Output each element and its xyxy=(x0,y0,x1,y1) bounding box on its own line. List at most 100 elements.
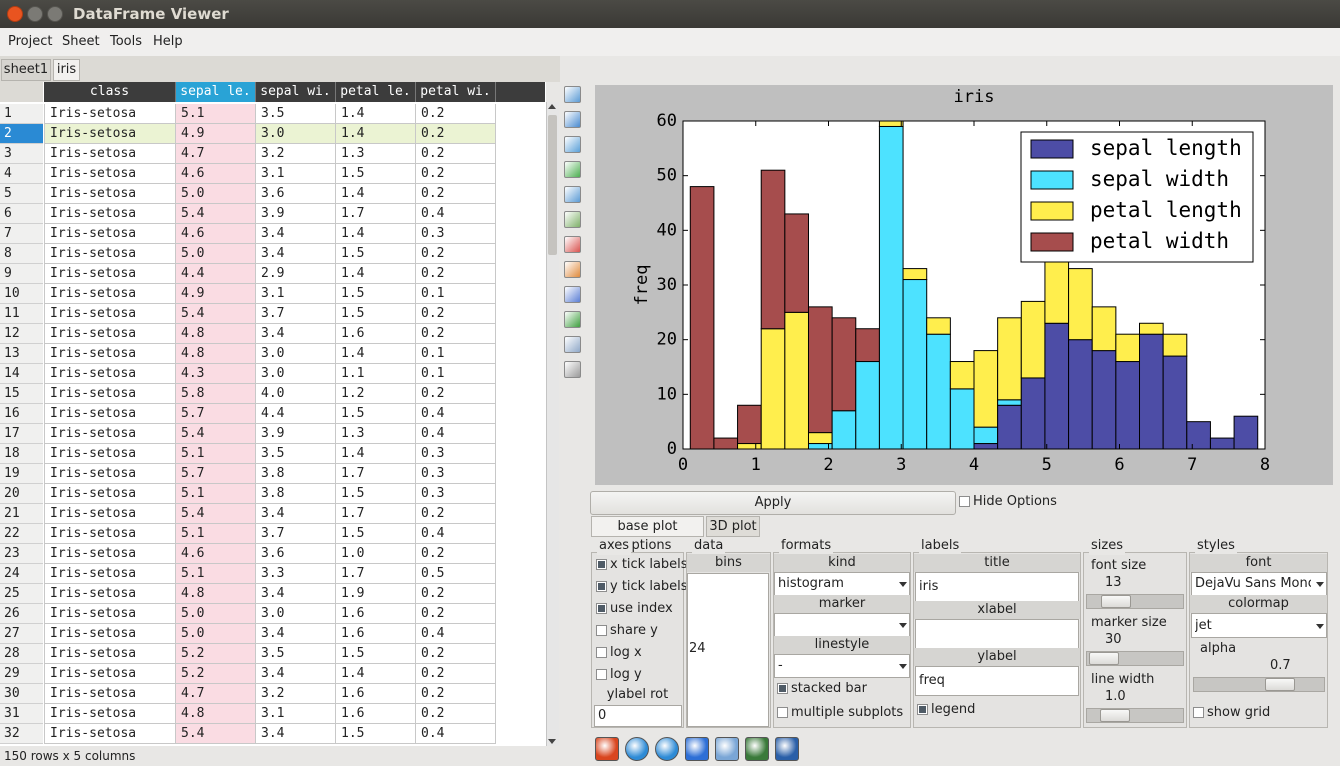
text-entry[interactable]: 0 xyxy=(594,705,682,727)
table-cell[interactable]: 3.1 xyxy=(256,164,336,184)
toolbar-button[interactable] xyxy=(564,186,581,203)
toolbar-button[interactable] xyxy=(564,136,581,153)
table-cell[interactable]: 1.4 xyxy=(336,264,416,284)
table-cell[interactable]: Iris-setosa xyxy=(44,444,176,464)
table-cell[interactable]: 1.5 xyxy=(336,284,416,304)
table-cell[interactable]: 4.6 xyxy=(176,544,256,564)
table-cell[interactable]: 1.4 xyxy=(336,104,416,124)
row-index[interactable]: 11 xyxy=(0,304,43,324)
checkbox[interactable] xyxy=(777,707,788,718)
column-header[interactable]: petal le. xyxy=(336,82,416,102)
configure-button[interactable] xyxy=(715,737,739,761)
table-cell[interactable]: 5.7 xyxy=(176,404,256,424)
checkbox[interactable] xyxy=(596,581,607,592)
table-cell[interactable]: 3.0 xyxy=(256,344,336,364)
table-cell[interactable]: 0.3 xyxy=(416,444,496,464)
table-cell[interactable]: 1.7 xyxy=(336,464,416,484)
table-cell[interactable]: 5.4 xyxy=(176,504,256,524)
checkbox-label[interactable]: x tick labels xyxy=(610,557,688,572)
checkbox[interactable] xyxy=(596,603,607,614)
slider-thumb[interactable] xyxy=(1101,595,1131,608)
table-cell[interactable]: 1.9 xyxy=(336,584,416,604)
table-cell[interactable]: Iris-setosa xyxy=(44,484,176,504)
table-cell[interactable]: 5.4 xyxy=(176,724,256,744)
table-cell[interactable]: Iris-setosa xyxy=(44,164,176,184)
row-index[interactable]: 7 xyxy=(0,224,43,244)
table-cell[interactable]: 0.2 xyxy=(416,264,496,284)
table-cell[interactable]: 3.1 xyxy=(256,704,336,724)
table-cell[interactable]: 3.4 xyxy=(256,664,336,684)
table-cell[interactable]: 4.6 xyxy=(176,164,256,184)
table-cell[interactable]: Iris-setosa xyxy=(44,144,176,164)
table-cell[interactable]: Iris-setosa xyxy=(44,124,176,144)
table-cell[interactable]: Iris-setosa xyxy=(44,524,176,544)
table-cell[interactable]: Iris-setosa xyxy=(44,304,176,324)
table-cell[interactable]: 4.8 xyxy=(176,344,256,364)
table-cell[interactable]: 3.8 xyxy=(256,464,336,484)
table-cell[interactable]: 5.1 xyxy=(176,564,256,584)
row-index[interactable]: 17 xyxy=(0,424,43,444)
table-cell[interactable]: 1.5 xyxy=(336,404,416,424)
options-tab[interactable]: 3D plot xyxy=(706,516,760,537)
table-cell[interactable]: 0.3 xyxy=(416,224,496,244)
table-cell[interactable]: 0.2 xyxy=(416,244,496,264)
table-cell[interactable]: 1.6 xyxy=(336,684,416,704)
table-cell[interactable]: 4.0 xyxy=(256,384,336,404)
column-header[interactable]: petal wi. xyxy=(416,82,496,102)
combo-box[interactable]: DejaVu Sans Mono xyxy=(1191,572,1327,596)
table-cell[interactable]: 1.4 xyxy=(336,124,416,144)
row-index[interactable]: 4 xyxy=(0,164,43,184)
table-cell[interactable]: 3.4 xyxy=(256,504,336,524)
sheet-tab[interactable]: sheet1 xyxy=(1,59,51,81)
save-figure-button[interactable] xyxy=(745,737,769,761)
table-cell[interactable]: 3.2 xyxy=(256,684,336,704)
row-index[interactable]: 27 xyxy=(0,624,43,644)
table-cell[interactable]: 3.0 xyxy=(256,124,336,144)
table-cell[interactable]: 0.4 xyxy=(416,204,496,224)
checkbox-label[interactable]: show grid xyxy=(1207,705,1271,720)
apply-button[interactable]: Apply xyxy=(590,491,956,515)
row-index[interactable]: 31 xyxy=(0,704,43,724)
pan-button[interactable] xyxy=(685,737,709,761)
table-cell[interactable]: 0.1 xyxy=(416,364,496,384)
column-header[interactable]: sepal le. xyxy=(176,82,256,102)
table-cell[interactable]: Iris-setosa xyxy=(44,104,176,124)
table-cell[interactable]: Iris-setosa xyxy=(44,224,176,244)
row-index[interactable]: 14 xyxy=(0,364,43,384)
toolbar-button[interactable] xyxy=(564,236,581,253)
table-cell[interactable]: 5.4 xyxy=(176,424,256,444)
table-cell[interactable]: 4.8 xyxy=(176,704,256,724)
checkbox-label[interactable]: log y xyxy=(610,667,642,682)
table-cell[interactable]: 3.7 xyxy=(256,524,336,544)
row-index[interactable]: 8 xyxy=(0,244,43,264)
table-cell[interactable]: 4.4 xyxy=(176,264,256,284)
forward-button[interactable] xyxy=(655,737,679,761)
table-cell[interactable]: 0.4 xyxy=(416,424,496,444)
table-cell[interactable]: 3.1 xyxy=(256,284,336,304)
table-cell[interactable]: Iris-setosa xyxy=(44,284,176,304)
text-entry[interactable]: freq xyxy=(915,666,1079,696)
checkbox-label[interactable]: y tick labels xyxy=(610,579,688,594)
row-index[interactable]: 19 xyxy=(0,464,43,484)
table-cell[interactable]: Iris-setosa xyxy=(44,504,176,524)
row-index[interactable]: 6 xyxy=(0,204,43,224)
sheet-tab[interactable]: iris xyxy=(53,59,80,81)
row-index[interactable]: 25 xyxy=(0,584,43,604)
table-cell[interactable]: 1.5 xyxy=(336,484,416,504)
table-cell[interactable]: 3.7 xyxy=(256,304,336,324)
table-cell[interactable]: 1.5 xyxy=(336,644,416,664)
row-index[interactable]: 23 xyxy=(0,544,43,564)
table-cell[interactable]: 0.4 xyxy=(416,524,496,544)
table-cell[interactable]: 0.2 xyxy=(416,144,496,164)
row-index[interactable]: 1 xyxy=(0,104,43,124)
combo-box[interactable]: histogram xyxy=(774,572,910,596)
table-cell[interactable]: 3.6 xyxy=(256,184,336,204)
table-cell[interactable]: Iris-setosa xyxy=(44,684,176,704)
table-cell[interactable]: 3.5 xyxy=(256,104,336,124)
row-index[interactable]: 20 xyxy=(0,484,43,504)
row-index[interactable]: 21 xyxy=(0,504,43,524)
row-index[interactable]: 29 xyxy=(0,664,43,684)
combo-box[interactable] xyxy=(774,613,910,637)
row-index[interactable]: 16 xyxy=(0,404,43,424)
menu-item[interactable]: Project xyxy=(8,34,53,49)
